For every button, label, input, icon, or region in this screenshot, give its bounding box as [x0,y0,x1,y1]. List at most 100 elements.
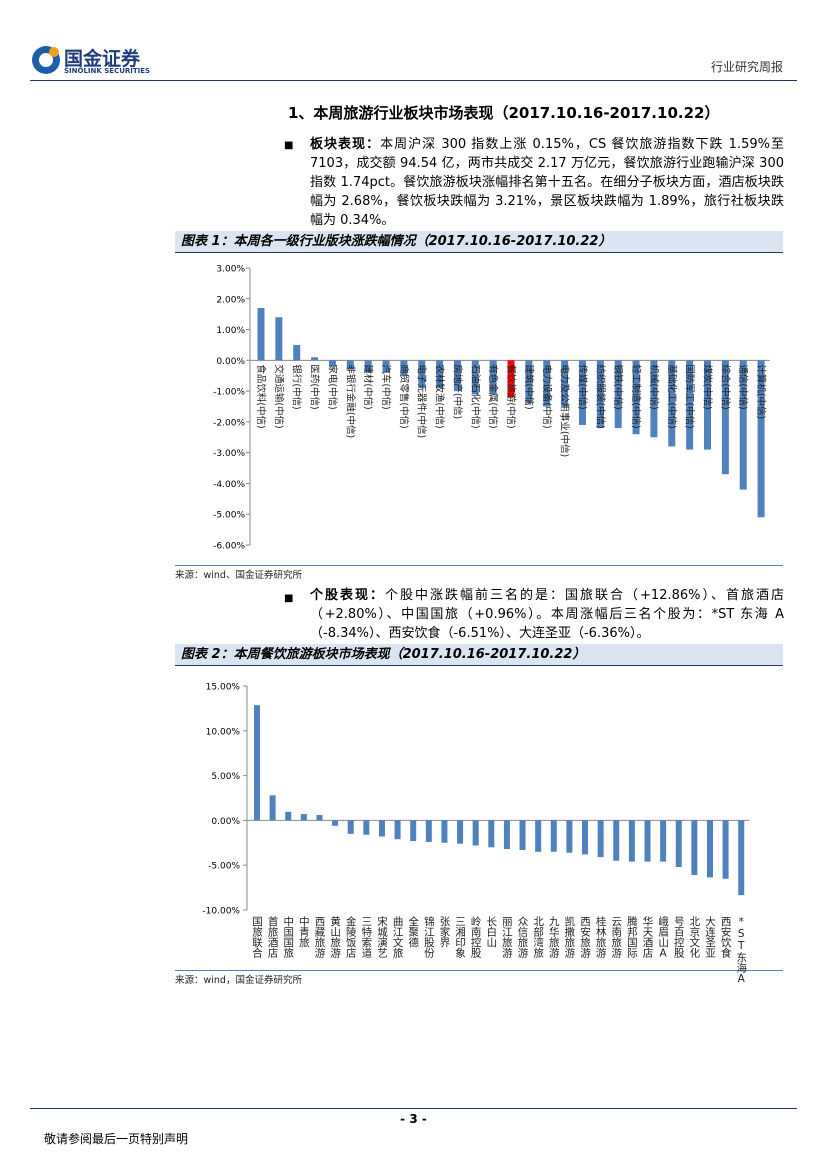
x-tick-label: 国旅联合 [251,916,263,959]
x-tick-label: 华天酒店 [642,915,654,959]
x-tick-label: 餐饮旅游(中信) [505,364,517,428]
header-rule [30,80,797,81]
bar [346,360,354,370]
bar [410,820,417,842]
bar [269,795,276,821]
bar [347,820,354,834]
bar [507,360,515,398]
x-tick-label: 汽车(中信) [380,364,392,409]
bar [650,360,658,438]
bar [566,820,573,853]
bar [632,360,640,435]
bar [757,360,765,518]
bar [293,344,301,361]
bar [488,820,495,848]
x-tick-label: 金陵饭店 [345,915,357,959]
x-tick-label: 凯撒旅游 [563,915,575,959]
x-tick-label: 张家界 [438,916,450,948]
bar [686,360,694,450]
x-tick-label: 农林牧渔(中信) [434,364,446,428]
y-tick-label: -2.00% [213,418,245,428]
bullet: ■ [284,140,294,151]
y-tick-label: -5.00% [213,511,245,521]
x-tick-label: 通信(中信) [737,364,749,409]
bar [706,820,713,878]
bar [535,820,542,852]
bar [503,820,510,850]
x-tick-label: 综合(中信) [719,364,731,409]
bar [675,820,682,867]
x-tick-label: 锦江股份 [423,915,435,959]
x-tick-label: 传媒(中信) [576,364,588,409]
bullet: ■ [284,593,294,604]
bar [441,820,448,843]
bar [721,360,729,475]
x-tick-label: 机械(中信) [648,364,660,409]
x-tick-label: 曲江文旅 [392,916,404,959]
y-tick-label: 15.00% [206,683,241,693]
section-title: 1、本周旅游行业板块市场表现（2017.10.16-2017.10.22） [288,104,720,122]
y-tick-label: -1.00% [213,388,245,398]
paragraph: 个股表现：个股中涨跌幅前三名的是：国旅联合（+12.86%）、首旅酒店（+2.8… [310,586,784,643]
bar [453,360,461,392]
report-type: 行业研究周报 [710,60,783,74]
y-tick-label: 10.00% [206,727,241,737]
bar [578,360,586,425]
bar [738,820,745,896]
disclaimer: 敬请参阅最后一页特别声明 [44,1132,189,1146]
text: 个股中涨跌幅前三名的是：国旅联合（+12.86%）、首旅酒店（+2.80%）、中… [310,588,784,641]
x-tick-label: 计算机(中信) [755,364,767,419]
bar [660,820,667,862]
x-tick-label: 三特索道 [360,916,372,958]
source: 来源：wind，国金证券研究所 [175,975,302,986]
x-tick-label: 北部湾旅 [532,916,544,959]
logo-en: SINOLINK SECURITIES [64,67,151,75]
bar [472,820,479,846]
x-tick-label: 钢铁(中信) [612,364,624,409]
bar [400,360,408,376]
footer-rule [30,1108,797,1109]
x-tick-label: 腾邦国际 [626,915,638,959]
bar [316,815,323,821]
x-tick-label: 全聚德 [407,915,419,948]
x-tick-label: 电力设备(中信) [541,364,553,428]
bar [471,360,479,395]
bar [418,360,426,389]
logo-cn: 国金证券 [64,48,141,70]
x-tick-label: 银行(中信) [291,364,303,409]
x-tick-label: *ST东海A [735,916,747,985]
x-tick-label: 医药(中信) [309,364,321,409]
x-tick-label: 黄山旅游 [329,915,341,959]
x-tick-label: 长白山 [485,916,497,948]
x-tick-label: 众信旅游 [517,916,529,959]
y-tick-label: 2.00% [216,295,245,305]
bar [668,360,676,447]
x-tick-label: 电子元器件(中信) [416,364,428,438]
bar [525,360,533,404]
paragraph: 板块表现：本周沪深 300 指数上涨 0.15%，CS 餐饮旅游指数下跌 1.5… [310,135,784,230]
x-tick-label: 三湘印象 [454,916,466,958]
y-tick-label: 5.00% [211,772,240,782]
x-tick-label: 商贸零售(中信) [398,364,410,428]
bar [550,820,557,852]
x-tick-label: 建筑(中信) [523,364,535,409]
x-tick-label: 基础化工(中信) [666,364,678,428]
bar [519,820,526,850]
x-tick-label: 九华旅游 [548,916,560,959]
y-tick-label: 1.00% [216,326,245,336]
bar [275,317,283,361]
bar [285,811,292,821]
y-tick-label: 0.00% [216,357,245,367]
bar [425,820,432,842]
bar [644,820,651,862]
bar [378,820,385,837]
y-tick-label: -5.00% [208,862,240,872]
x-tick-label: 丽江旅游 [501,916,513,959]
figure-rule [175,970,783,971]
y-tick-label: -4.00% [213,480,245,490]
x-tick-label: 西藏旅游 [313,916,325,959]
bar [561,360,569,407]
bar [257,308,265,361]
